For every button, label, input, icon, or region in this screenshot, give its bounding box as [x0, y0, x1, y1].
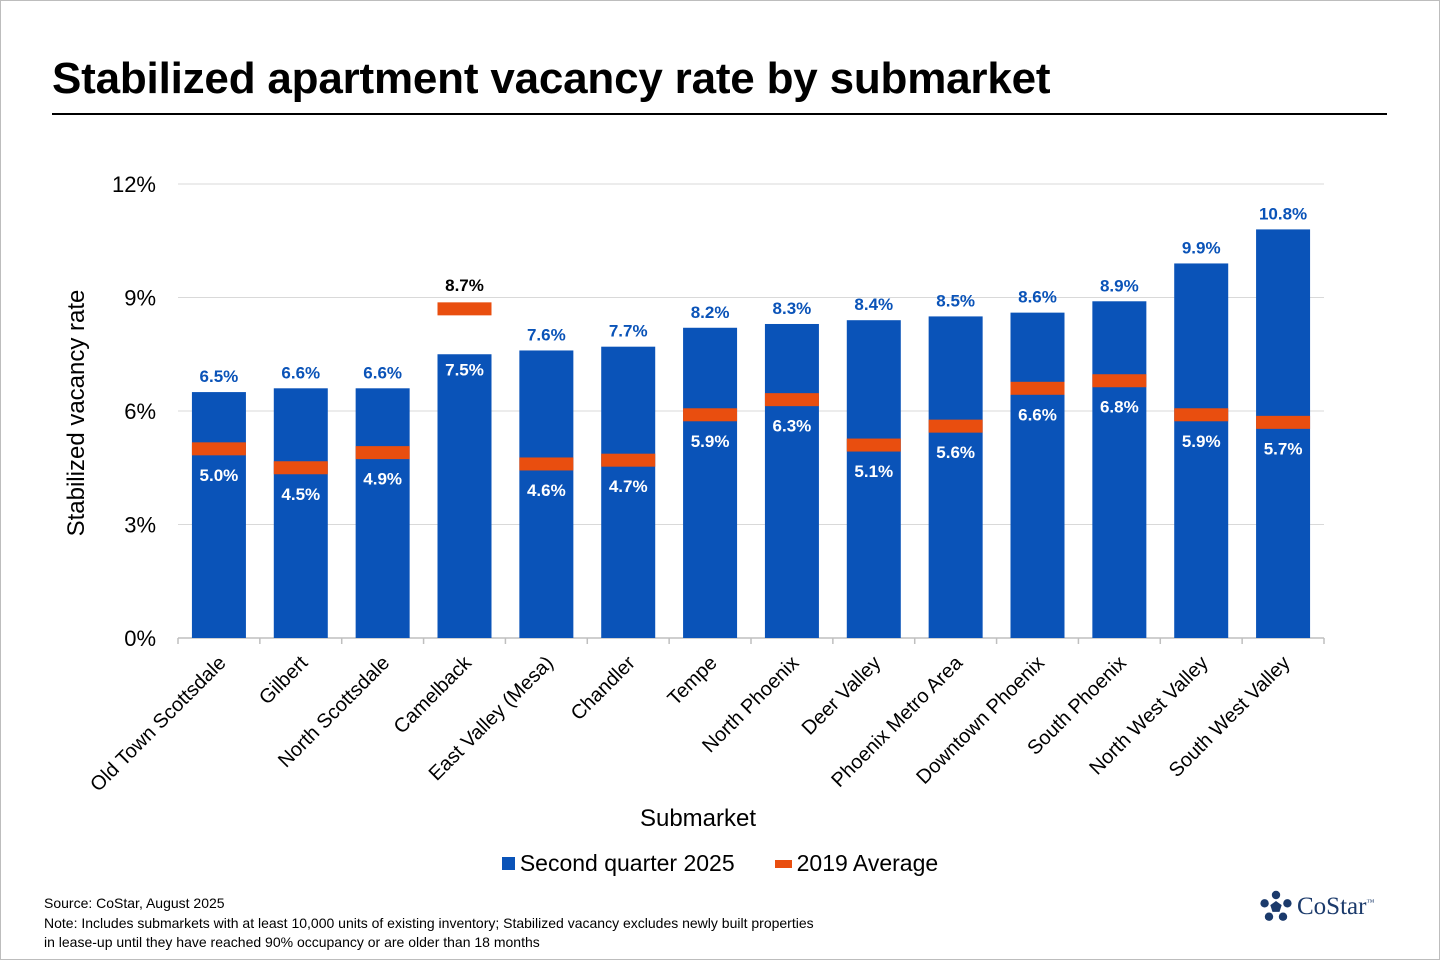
- marker-value-label: 5.1%: [854, 462, 893, 481]
- marker-2019: [1174, 408, 1229, 422]
- bar: [191, 392, 246, 638]
- bar: [1010, 312, 1065, 638]
- footnote-note-line2: in lease-up until they have reached 90% …: [44, 934, 540, 950]
- bar-value-label: 8.2%: [691, 303, 730, 322]
- marker-value-label: 5.6%: [936, 443, 975, 462]
- legend-bar-label: Second quarter 2025: [519, 850, 735, 876]
- marker-2019: [846, 438, 901, 452]
- legend-marker-swatch: [774, 859, 792, 868]
- bar-value-label: 8.6%: [1018, 288, 1057, 307]
- marker-value-label: 5.9%: [691, 432, 730, 451]
- bar-value-label: 8.9%: [1100, 276, 1139, 295]
- costar-logo-text: CoStar™: [1297, 893, 1375, 920]
- marker-value-label: 5.0%: [200, 466, 239, 485]
- chart-legend: Second quarter 2025 2019 Average: [0, 850, 1440, 877]
- marker-value-label: 5.7%: [1264, 439, 1303, 458]
- legend-marker-label: 2019 Average: [796, 850, 939, 876]
- y-tick-label: 3%: [124, 513, 156, 538]
- marker-2019: [1010, 381, 1065, 395]
- bar: [846, 320, 901, 638]
- legend-bar-swatch: [501, 857, 515, 870]
- bar: [1174, 263, 1229, 638]
- y-axis-title: Stabilized vacancy rate: [63, 290, 90, 537]
- marker-2019: [191, 442, 246, 456]
- bar-value-label: 6.6%: [363, 363, 402, 382]
- bar: [683, 327, 738, 638]
- bar: [928, 316, 983, 638]
- x-axis-title: Submarket: [640, 805, 756, 832]
- marker-2019: [601, 453, 656, 467]
- bar: [437, 354, 492, 638]
- x-category-label: Chandler: [567, 652, 640, 725]
- marker-value-label: 4.5%: [281, 485, 320, 504]
- y-tick-label: 0%: [124, 626, 156, 651]
- legend-item-marker: 2019 Average: [774, 850, 939, 877]
- marker-2019: [1092, 374, 1147, 388]
- title-underline: [52, 113, 1387, 115]
- bar-value-label: 7.6%: [527, 325, 566, 344]
- bar: [601, 346, 656, 638]
- bar-value-label: 8.3%: [773, 299, 812, 318]
- bar-value-label: 9.9%: [1182, 238, 1221, 257]
- x-category-label: Old Town Scottsdale: [86, 652, 230, 796]
- marker-2019: [273, 461, 328, 475]
- legend-item-bars: Second quarter 2025: [501, 850, 735, 877]
- x-category-label: Camelback: [390, 651, 477, 738]
- marker-2019: [683, 408, 738, 422]
- marker-2019: [1256, 415, 1311, 429]
- y-tick-label: 12%: [112, 172, 156, 197]
- bar: [519, 350, 574, 638]
- marker-value-label: 6.6%: [1018, 405, 1057, 424]
- x-category-label: Deer Valley: [798, 652, 886, 740]
- bar-value-label: 6.6%: [281, 363, 320, 382]
- bar: [273, 388, 328, 638]
- marker-value-label: 6.8%: [1100, 398, 1139, 417]
- bar-value-label: 6.5%: [200, 367, 239, 386]
- marker-value-label: 4.9%: [363, 470, 402, 489]
- x-category-label: Tempe: [664, 652, 722, 710]
- y-tick-label: 9%: [124, 286, 156, 311]
- costar-star-icon: [1260, 890, 1292, 921]
- bar: [1092, 301, 1147, 638]
- marker-value-label: 8.7%: [445, 276, 484, 295]
- bar-value-label: 10.8%: [1259, 204, 1307, 223]
- marker-value-label: 4.6%: [527, 481, 566, 500]
- footnote-note-line1: Note: Includes submarkets with at least …: [44, 914, 814, 931]
- marker-2019: [928, 419, 983, 433]
- chart-title: Stabilized apartment vacancy rate by sub…: [52, 54, 1051, 103]
- bar-value-label: 7.5%: [445, 360, 484, 379]
- bar-value-label: 7.7%: [609, 322, 648, 341]
- marker-2019: [355, 446, 410, 460]
- marker-2019: [437, 302, 492, 316]
- bar: [764, 323, 819, 638]
- marker-2019: [764, 393, 819, 407]
- x-category-label: Gilbert: [255, 652, 313, 710]
- marker-value-label: 4.7%: [609, 477, 648, 496]
- costar-logo: CoStar™: [1259, 890, 1374, 924]
- footnote: Source: CoStar, August 2025 Note: Includ…: [44, 894, 814, 953]
- marker-2019: [519, 457, 574, 471]
- bar: [1256, 229, 1311, 638]
- bar: [355, 388, 410, 638]
- y-tick-label: 6%: [124, 399, 156, 424]
- footnote-source: Source: CoStar, August 2025: [44, 895, 225, 911]
- marker-value-label: 5.9%: [1182, 432, 1221, 451]
- bar-value-label: 8.5%: [936, 291, 975, 310]
- marker-value-label: 6.3%: [773, 417, 812, 436]
- bar-value-label: 8.4%: [854, 295, 893, 314]
